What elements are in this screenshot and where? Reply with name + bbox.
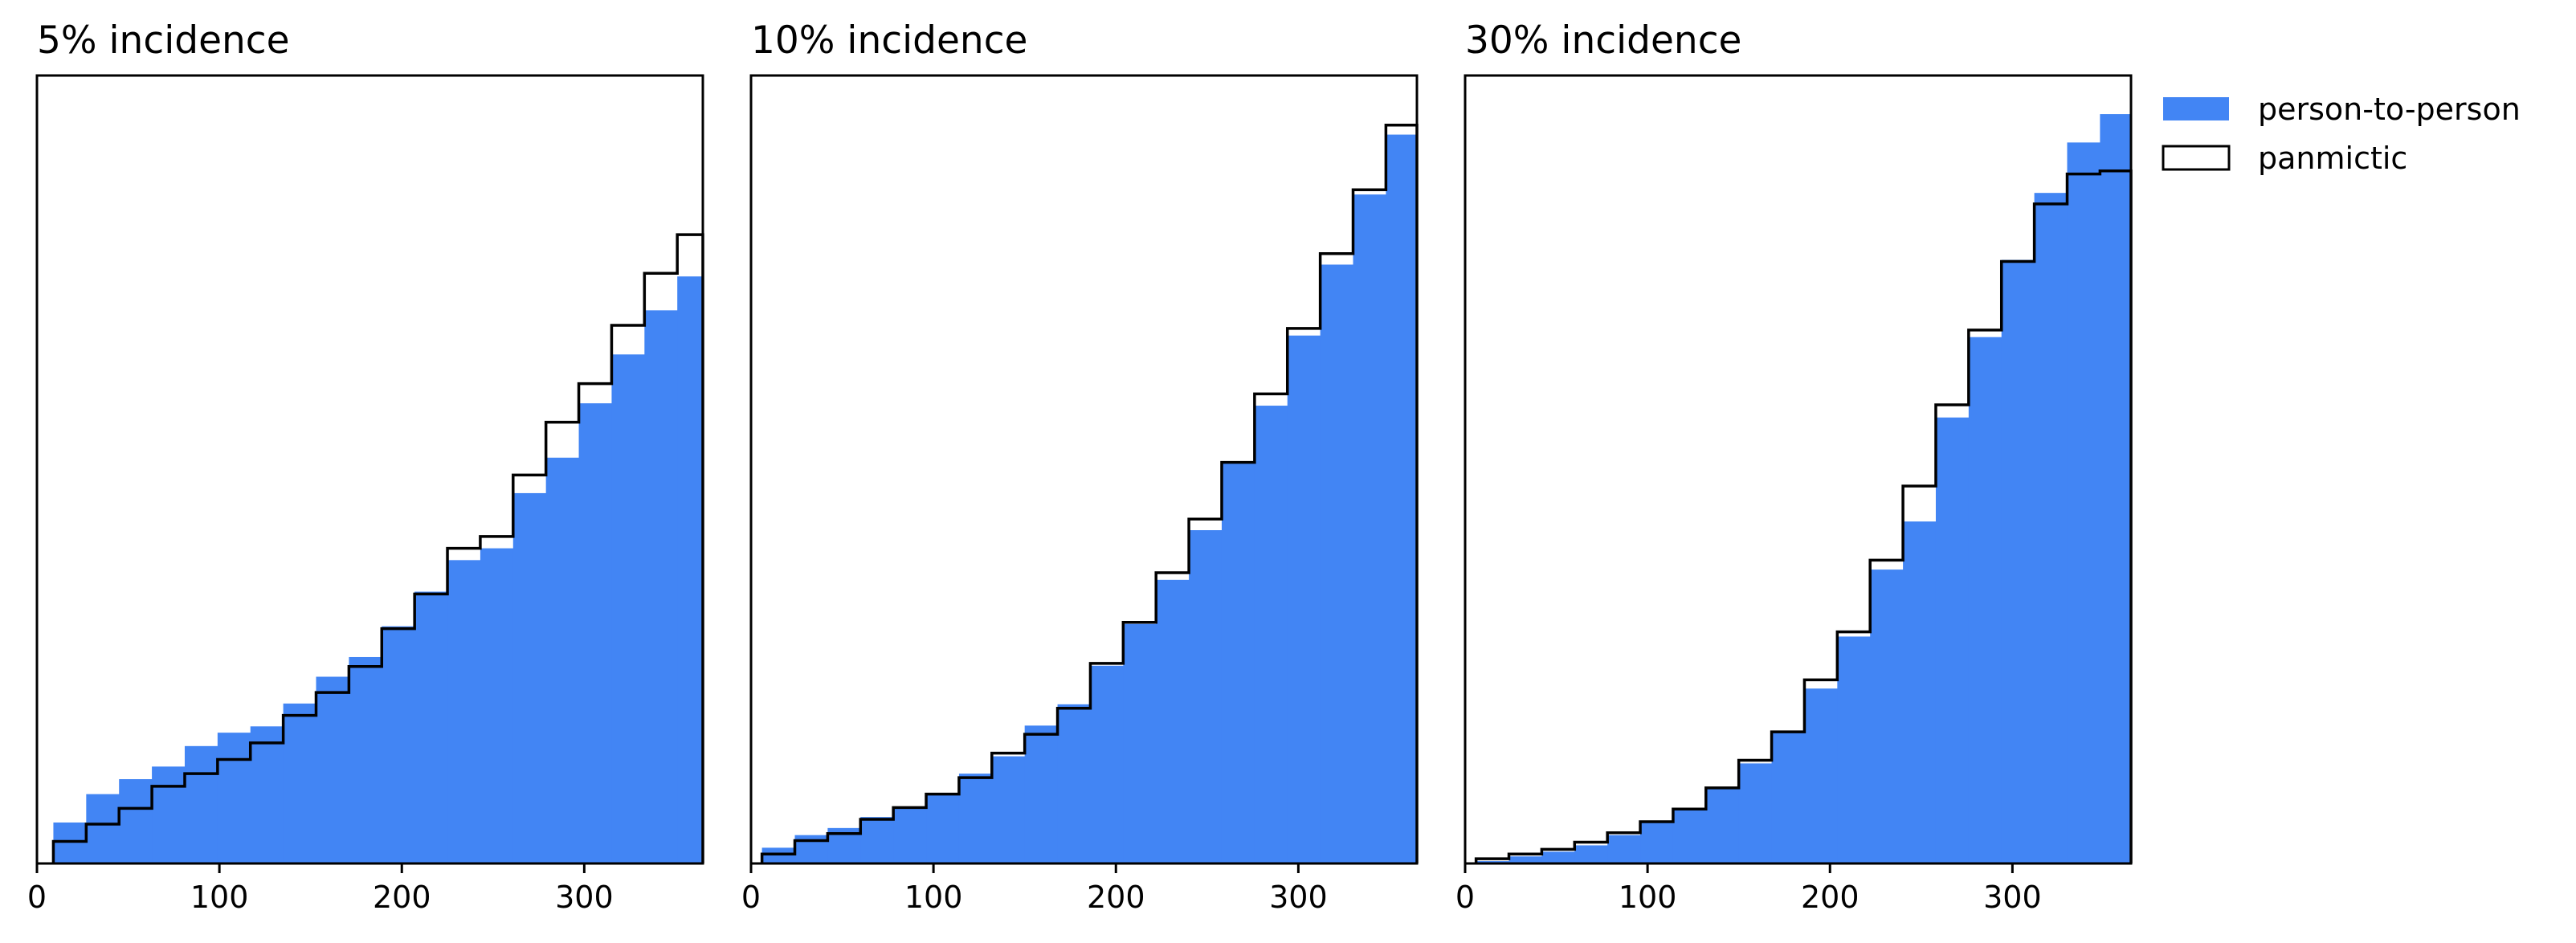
histogram-bar [926,793,960,863]
histogram-bar [447,560,481,863]
legend-swatch-outline [2162,145,2231,171]
histogram-bar [1189,530,1223,863]
histogram-bar [53,822,87,863]
x-tick-label: 100 [1619,880,1677,915]
histogram-bar [1837,636,1871,863]
histogram-bar [1771,732,1806,863]
histogram-bar [1607,835,1641,863]
histogram-bar [480,548,514,863]
histogram-bar [316,676,349,863]
histogram-bar [1672,810,1707,863]
panel-title: 30% incidence [1465,18,1741,63]
histogram-bar [611,354,645,863]
histogram-bar [1804,688,1838,863]
legend-label: panmictic [2258,141,2407,176]
histogram-bar [2100,114,2132,863]
histogram-bar [1156,579,1190,863]
histogram-bar [1024,725,1059,863]
histogram-bar [1705,788,1740,863]
x-tick-label: 0 [741,880,761,915]
histogram-bar [2034,193,2068,864]
histogram-bar [119,779,153,863]
histogram-bar [1508,856,1542,863]
panel-title: 10% incidence [751,18,1027,63]
histogram-bar [1903,521,1937,863]
histogram-bar [1935,417,1970,863]
histogram-bar [1090,665,1124,863]
histogram-bar [250,726,284,863]
x-tick-label: 300 [555,880,614,915]
x-tick-label: 100 [190,880,249,915]
histogram-bar [1541,851,1575,863]
x-tick-label: 300 [1269,880,1328,915]
histogram-bar [512,492,547,863]
histogram-bar [578,403,613,864]
legend-label: person-to-person [2258,92,2521,127]
x-tick-label: 0 [1455,880,1475,915]
histogram-bar [1968,337,2002,863]
histogram-bar [958,774,993,863]
axes-frame [1464,74,2133,865]
histogram-bar [86,794,120,863]
histogram-bar [184,745,218,863]
histogram-bar [414,591,448,863]
histogram-bar [217,733,251,863]
histogram-bar [2001,259,2035,863]
histogram-bar [860,817,894,863]
histogram-bar [1287,335,1321,864]
histogram-bar [2067,142,2100,863]
histogram-bar [644,310,678,864]
x-tick-label: 100 [904,880,963,915]
x-tick-label: 200 [1801,880,1860,915]
step-outline-series [760,124,1419,863]
histogram-bar [283,703,317,863]
histogram-bar [677,276,704,863]
histogram-bar [545,457,580,863]
histogram-bar [893,806,927,863]
axes-frame [35,74,704,865]
x-tick-label: 200 [1087,880,1145,915]
histogram-bar [1254,406,1288,863]
histogram-bar [1353,194,1386,863]
histogram-bar [1221,463,1255,863]
histogram-bar [1386,134,1418,863]
histogram-bar [152,766,186,863]
histogram-bar [761,847,796,863]
histogram-bar [1640,822,1674,863]
histogram-bar [1870,569,1904,863]
step-outline-series [51,233,704,863]
histogram-bar [349,656,382,863]
x-tick-label: 0 [27,880,47,915]
histogram-bar [991,756,1026,863]
legend-swatch-filled [2163,97,2229,120]
panel-title: 5% incidence [37,18,290,63]
step-outline-series [1474,169,2133,863]
histogram-bar [1057,704,1092,863]
histogram-bar [1320,264,1354,863]
axes-frame [749,74,1419,865]
x-tick-label: 300 [1983,880,2042,915]
x-tick-label: 200 [373,880,431,915]
histogram-bar [382,626,415,863]
histogram-bar [1123,623,1157,863]
histogram-bar [1574,845,1608,863]
histogram-bar [1738,763,1773,863]
